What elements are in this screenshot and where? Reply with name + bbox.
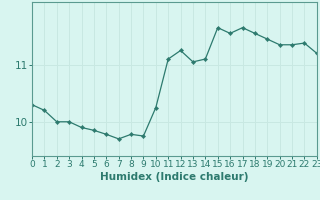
X-axis label: Humidex (Indice chaleur): Humidex (Indice chaleur) (100, 172, 249, 182)
